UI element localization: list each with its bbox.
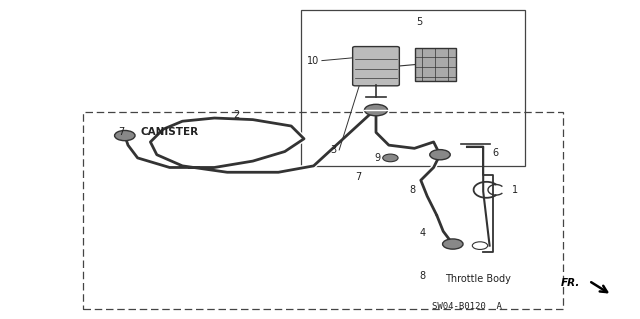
Text: 2: 2 bbox=[234, 110, 240, 120]
Text: 9: 9 bbox=[374, 153, 381, 163]
Text: 4: 4 bbox=[419, 228, 426, 238]
Text: 3: 3 bbox=[330, 145, 336, 155]
FancyBboxPatch shape bbox=[353, 47, 399, 86]
Circle shape bbox=[472, 242, 488, 249]
Circle shape bbox=[443, 239, 463, 249]
Text: 1: 1 bbox=[512, 185, 518, 195]
Circle shape bbox=[115, 130, 135, 141]
Text: 7: 7 bbox=[118, 127, 125, 137]
Text: 8: 8 bbox=[410, 185, 416, 195]
Bar bbox=[83, 112, 563, 309]
Text: Throttle Body: Throttle Body bbox=[445, 274, 511, 284]
Text: 5: 5 bbox=[416, 17, 422, 27]
Text: 6: 6 bbox=[493, 148, 499, 158]
Text: 7: 7 bbox=[355, 172, 362, 182]
Circle shape bbox=[383, 154, 398, 162]
Text: SW04-B0120  A: SW04-B0120 A bbox=[432, 302, 502, 311]
Circle shape bbox=[430, 150, 451, 160]
Circle shape bbox=[365, 104, 388, 116]
Text: FR.: FR. bbox=[561, 278, 580, 288]
Bar bbox=[415, 48, 456, 81]
Bar bbox=[301, 10, 525, 166]
Text: CANISTER: CANISTER bbox=[141, 127, 199, 137]
Text: 10: 10 bbox=[307, 56, 319, 66]
Text: 8: 8 bbox=[419, 271, 426, 281]
